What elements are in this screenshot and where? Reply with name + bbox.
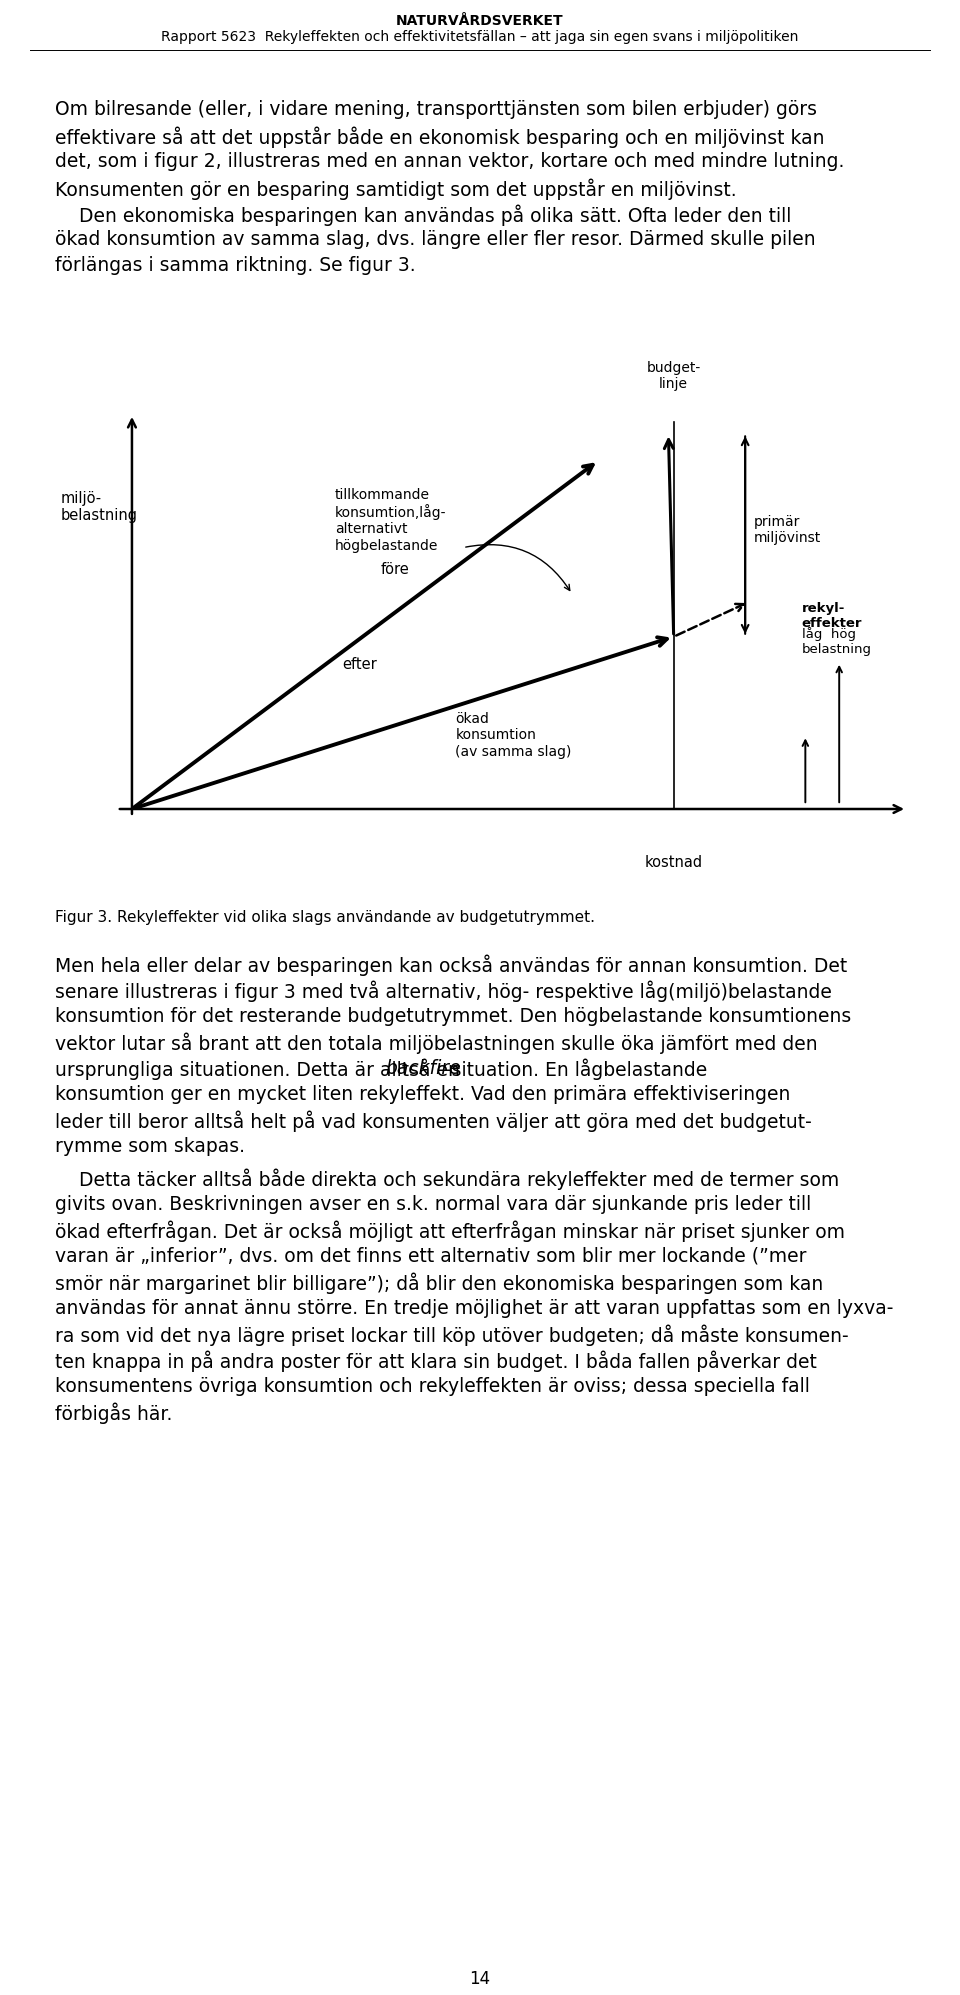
Text: budget-
linje: budget- linje (646, 361, 701, 391)
Text: senare illustreras i figur 3 med två alternativ, hög- respektive låg(miljö)belas: senare illustreras i figur 3 med två alt… (55, 982, 832, 1003)
Text: låg  hög
belastning: låg hög belastning (802, 626, 872, 656)
Text: rymme som skapas.: rymme som skapas. (55, 1137, 245, 1155)
Text: Om bilresande (eller, i vidare mening, transporttjänsten som bilen erbjuder) gör: Om bilresande (eller, i vidare mening, t… (55, 100, 817, 120)
Text: effektivare så att det uppstår både en ekonomisk besparing och en miljövinst kan: effektivare så att det uppstår både en e… (55, 126, 825, 148)
Text: 14: 14 (469, 1969, 491, 1987)
Text: det, som i figur 2, illustreras med en annan vektor, kortare och med mindre lutn: det, som i figur 2, illustreras med en a… (55, 152, 845, 172)
Text: Men hela eller delar av besparingen kan också användas för annan konsumtion. Det: Men hela eller delar av besparingen kan … (55, 956, 848, 976)
Text: primär
miljövinst: primär miljövinst (755, 515, 822, 545)
Text: användas för annat ännu större. En tredje möjlighet är att varan uppfattas som e: användas för annat ännu större. En tredj… (55, 1299, 894, 1319)
Text: ökad
konsumtion
(av samma slag): ökad konsumtion (av samma slag) (455, 712, 572, 758)
Text: efter: efter (343, 656, 377, 672)
Text: backfire: backfire (386, 1059, 462, 1077)
Text: givits ovan. Beskrivningen avser en s.k. normal vara där sjunkande pris leder ti: givits ovan. Beskrivningen avser en s.k.… (55, 1195, 811, 1215)
Text: konsumtion ger en mycket liten rekyleffekt. Vad den primära effektiviseringen: konsumtion ger en mycket liten rekyleffe… (55, 1085, 790, 1103)
Text: varan är „inferior”, dvs. om det finns ett alternativ som blir mer lockande (”me: varan är „inferior”, dvs. om det finns e… (55, 1247, 806, 1267)
Text: förlängas i samma riktning. Se figur 3.: förlängas i samma riktning. Se figur 3. (55, 255, 416, 275)
Text: tillkommande
konsumtion,låg-
alternativt
högbelastande: tillkommande konsumtion,låg- alternativt… (335, 487, 446, 553)
Text: ra som vid det nya lägre priset lockar till köp utöver budgeten; då måste konsum: ra som vid det nya lägre priset lockar t… (55, 1325, 849, 1347)
Text: förbigås här.: förbigås här. (55, 1402, 173, 1424)
Text: leder till beror alltså helt på vad konsumenten väljer att göra med det budgetut: leder till beror alltså helt på vad kons… (55, 1111, 812, 1133)
Text: Detta täcker alltså både direkta och sekundära rekyleffekter med de termer som: Detta täcker alltså både direkta och sek… (55, 1169, 839, 1191)
Text: rekyl-
effekter: rekyl- effekter (802, 602, 862, 630)
Text: ten knappa in på andra poster för att klara sin budget. I båda fallen påverkar d: ten knappa in på andra poster för att kl… (55, 1351, 817, 1373)
Text: ökad efterfrågan. Det är också möjligt att efterfrågan minskar när priset sjunke: ökad efterfrågan. Det är också möjligt a… (55, 1221, 845, 1243)
Text: före: före (380, 563, 409, 577)
Text: Rapport 5623  Rekyleffekten och effektivitetsfällan – att jaga sin egen svans i : Rapport 5623 Rekyleffekten och effektivi… (161, 30, 799, 44)
Text: miljö-
belastning: miljö- belastning (60, 491, 137, 523)
Text: smör när margarinet blir billigare”); då blir den ekonomiska besparingen som kan: smör när margarinet blir billigare”); då… (55, 1273, 824, 1295)
Text: konsumtion för det resterande budgetutrymmet. Den högbelastande konsumtionens: konsumtion för det resterande budgetutry… (55, 1007, 852, 1025)
Text: vektor lutar så brant att den totala miljöbelastningen skulle öka jämfört med de: vektor lutar så brant att den totala mil… (55, 1033, 818, 1055)
Text: kostnad: kostnad (644, 856, 703, 870)
Text: Figur 3. Rekyleffekter vid olika slags användande av budgetutrymmet.: Figur 3. Rekyleffekter vid olika slags a… (55, 910, 595, 926)
Text: Konsumenten gör en besparing samtidigt som det uppstår en miljövinst.: Konsumenten gör en besparing samtidigt s… (55, 178, 736, 200)
Text: ursprungliga situationen. Detta är alltså en: ursprungliga situationen. Detta är allts… (55, 1059, 466, 1081)
Text: konsumentens övriga konsumtion och rekyleffekten är oviss; dessa speciella fall: konsumentens övriga konsumtion och rekyl… (55, 1377, 810, 1396)
Text: Den ekonomiska besparingen kan användas på olika sätt. Ofta leder den till: Den ekonomiska besparingen kan användas … (55, 203, 791, 225)
Text: -situation. En lågbelastande: -situation. En lågbelastande (444, 1059, 707, 1081)
Text: ökad konsumtion av samma slag, dvs. längre eller fler resor. Därmed skulle pilen: ökad konsumtion av samma slag, dvs. läng… (55, 229, 816, 249)
Text: NATURVÅRDSVERKET: NATURVÅRDSVERKET (396, 14, 564, 28)
